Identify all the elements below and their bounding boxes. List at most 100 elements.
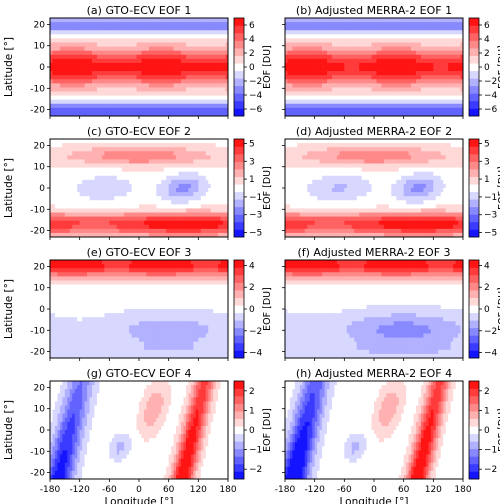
heatmap-cell <box>143 220 147 226</box>
heatmap-cell <box>136 107 140 113</box>
heatmap-cell <box>309 91 313 96</box>
heatmap-cell <box>59 151 63 156</box>
heatmap-cell <box>218 87 221 92</box>
heatmap-cell <box>408 62 412 68</box>
heatmap-cell <box>143 67 147 72</box>
heatmap-cell <box>148 87 152 92</box>
heatmap-cell <box>341 26 345 31</box>
heatmap-cell <box>346 38 350 43</box>
heatmap-cell <box>285 54 288 60</box>
heatmap-cell <box>401 30 405 35</box>
heatmap-cell <box>406 103 409 109</box>
heatmap-cell <box>193 62 197 68</box>
heatmap-cell <box>126 167 130 173</box>
heatmap-cell <box>148 143 152 148</box>
heatmap-cell <box>336 75 340 80</box>
heatmap-cell <box>398 38 402 43</box>
heatmap-cell <box>423 75 427 80</box>
heatmap-cell <box>430 38 434 43</box>
heatmap-cell <box>205 42 209 47</box>
heatmap-cell <box>156 95 160 101</box>
heatmap-cell <box>96 171 100 177</box>
heatmap-cell <box>190 143 194 148</box>
heatmap-cell <box>383 79 387 84</box>
heatmap-cell <box>148 22 152 27</box>
heatmap-cell <box>151 151 155 156</box>
heatmap-cell <box>292 99 296 105</box>
heatmap-cell <box>388 34 392 39</box>
heatmap-cell <box>82 139 85 144</box>
heatmap-cell <box>354 46 358 52</box>
heatmap-cell <box>183 79 187 84</box>
heatmap-cell <box>109 103 113 109</box>
heatmap-cell <box>129 107 132 113</box>
colorbar-step <box>469 100 479 109</box>
heatmap-cell <box>114 30 118 35</box>
heatmap-cell <box>143 171 147 177</box>
heatmap-cell <box>383 42 387 47</box>
heatmap-cell <box>171 75 174 80</box>
heatmap-cell <box>411 62 414 68</box>
heatmap-cell <box>163 38 167 43</box>
heatmap-cell <box>134 22 137 27</box>
heatmap-cell <box>354 58 358 64</box>
heatmap-cell <box>359 103 362 109</box>
heatmap-cell <box>176 18 179 23</box>
heatmap-cell <box>183 196 187 201</box>
heatmap-cell <box>64 91 68 96</box>
heatmap-cell <box>420 91 424 96</box>
heatmap-cell <box>119 163 123 168</box>
heatmap-cell <box>361 46 365 52</box>
heatmap-cell <box>339 42 343 47</box>
heatmap-cell <box>334 75 338 80</box>
heatmap-cell <box>356 26 360 31</box>
heatmap-cell <box>391 75 395 80</box>
heatmap-cell <box>307 46 311 52</box>
heatmap-cell <box>121 163 125 168</box>
heatmap-cell <box>287 62 291 68</box>
heatmap-cell <box>458 50 461 56</box>
heatmap-cell <box>401 18 405 23</box>
heatmap-cell <box>161 79 165 84</box>
heatmap-cell <box>153 232 157 238</box>
heatmap-cell <box>334 95 338 101</box>
heatmap-cell <box>198 54 202 60</box>
heatmap-cell <box>208 58 212 64</box>
heatmap-cell <box>383 83 387 88</box>
colorbar-label: EOF [DU] <box>262 45 273 89</box>
heatmap-cell <box>440 26 444 31</box>
heatmap-cell <box>72 143 76 148</box>
heatmap-cell <box>67 79 71 84</box>
heatmap-cell <box>435 62 439 68</box>
heatmap-cell <box>181 54 184 60</box>
heatmap-cell <box>173 103 177 109</box>
heatmap-cell <box>79 58 83 64</box>
heatmap-cell <box>371 22 375 27</box>
heatmap-cell <box>101 95 105 101</box>
heatmap-cell <box>121 103 125 109</box>
heatmap-cell <box>369 58 372 64</box>
heatmap-cell <box>200 71 204 76</box>
heatmap-cell <box>190 196 194 201</box>
heatmap-cell <box>438 67 442 72</box>
heatmap-cell <box>396 71 400 76</box>
heatmap-cell <box>64 208 68 213</box>
heatmap-cell <box>408 50 412 56</box>
heatmap-cell <box>329 91 333 96</box>
heatmap-cell <box>193 38 197 43</box>
heatmap-cell <box>156 216 160 222</box>
heatmap-cell <box>146 220 150 226</box>
heatmap-cell <box>79 179 83 185</box>
heatmap-cell <box>312 58 316 64</box>
heatmap-cell <box>198 103 202 109</box>
heatmap-cell <box>401 75 405 80</box>
heatmap-cell <box>307 22 311 27</box>
heatmap-cell <box>213 26 216 31</box>
heatmap-cell <box>116 175 120 181</box>
heatmap-cell <box>443 30 447 35</box>
heatmap-cell <box>364 91 367 96</box>
heatmap-cell <box>54 208 58 213</box>
heatmap-cell <box>161 171 165 177</box>
heatmap-cell <box>111 62 115 68</box>
heatmap-cell <box>148 79 152 84</box>
